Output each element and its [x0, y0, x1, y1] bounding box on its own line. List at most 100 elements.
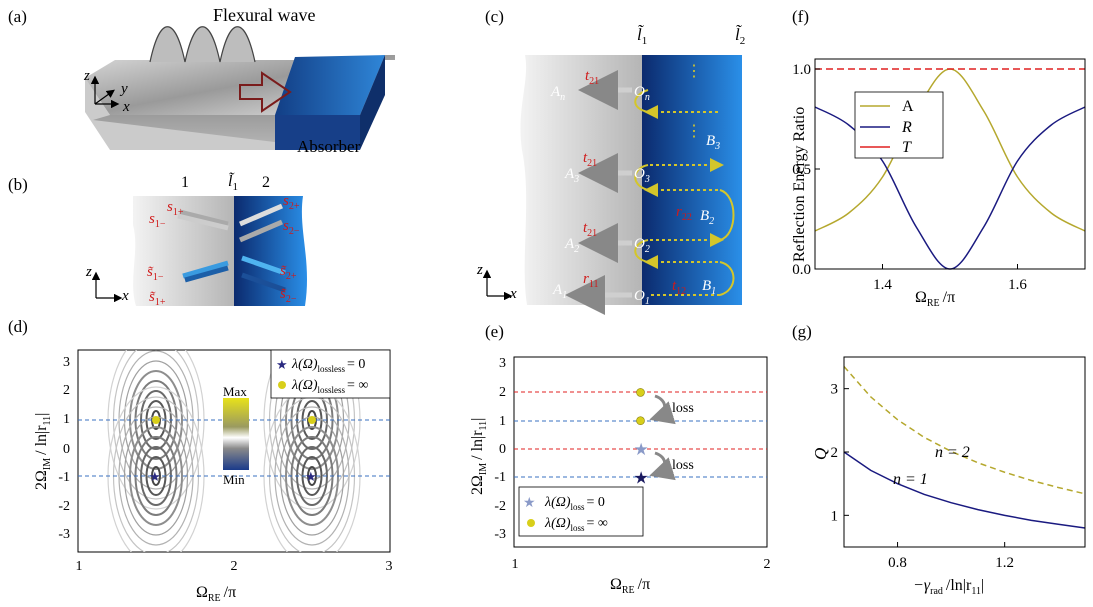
d-legend-2: λ(Ω)lossless = ∞	[291, 378, 368, 395]
d-colorbar-min: Min	[223, 472, 245, 487]
e-legend-box	[518, 486, 644, 537]
panel-d-label: (d)	[8, 317, 28, 336]
arrow-s1m	[177, 213, 229, 231]
f-plot-frame	[814, 58, 1086, 270]
g-xlabel: −γrad/ln|r11|	[913, 577, 984, 597]
loop-2	[634, 239, 649, 263]
c-On: On	[634, 84, 650, 103]
d-legend-box	[270, 349, 391, 399]
plate-front	[85, 78, 275, 150]
b-axis-z-label: z	[85, 264, 92, 280]
d-zero-1: ★	[149, 469, 161, 484]
e-ytick-m2: -2	[494, 499, 506, 514]
panel-b-label: (b)	[8, 175, 28, 194]
d-ytick-2: 2	[63, 383, 70, 398]
d-pole-1	[152, 416, 160, 424]
region1-label: 1	[181, 174, 189, 191]
b-axis-x-label: x	[121, 288, 129, 304]
flexural-wave-label: Flexural wave	[213, 5, 315, 25]
loop-1	[719, 261, 735, 296]
panel-g: (g) 0.8 1.2 3 2 1 n = 2 n = 1 Q −γrad/ln|r11…	[792, 322, 1086, 597]
g-label-n2: n = 2	[935, 444, 970, 461]
axis-z-label: z	[83, 68, 90, 84]
d-xtick-1: 1	[76, 559, 83, 574]
axis-x-label: x	[122, 99, 130, 115]
panel-f: (f) 1.4 1.6 1.0 0.5 0.0 A R T Reflection Ene…	[791, 7, 1086, 309]
e-xlabel: ΩRE/π	[610, 576, 650, 596]
g-xtick-label: 0.8	[888, 555, 907, 571]
d-colorbar	[223, 398, 249, 470]
label-s2m-tilde: s̃2−	[280, 286, 297, 305]
f-xtick-label: 1.6	[1008, 277, 1027, 293]
e-ytick-3: 3	[499, 356, 506, 371]
c-B3: B3	[706, 133, 720, 152]
d-legend-1: λ(Ω)lossless = 0	[291, 357, 365, 374]
absorber-side	[360, 55, 385, 150]
e-xtick-2: 2	[764, 557, 771, 572]
f-xtick-label: 1.4	[873, 277, 892, 293]
propagation-arrow	[239, 71, 292, 113]
d-ytick-m2: -2	[58, 499, 70, 514]
c-r11: r11	[583, 271, 598, 290]
e-legend-ball-icon	[527, 519, 535, 527]
label-s2m: s2−	[283, 218, 300, 237]
e-loss-arrow-2	[649, 451, 676, 481]
loop-3	[719, 189, 735, 241]
c-O1: O1	[634, 288, 650, 307]
c-A3: A3	[564, 166, 579, 185]
c-r22: r22	[676, 204, 692, 223]
g-plot-frame	[843, 356, 1086, 548]
d-ylabel: 2ΩIM/ ln|r11|	[33, 413, 53, 490]
d-xtick-3: 3	[386, 559, 393, 574]
arrow-s1p-tilde	[184, 265, 229, 283]
label-s1m: s1−	[149, 211, 166, 230]
e-xtick-1: 1	[512, 557, 519, 572]
loop-4	[634, 164, 649, 191]
g-ytick-label: 1	[831, 508, 839, 524]
label-s1m-tilde: s̃1−	[147, 264, 164, 283]
g-ytick-label: 3	[831, 382, 839, 398]
e-points: ★★	[634, 388, 649, 487]
absorber-front	[275, 115, 360, 150]
c-O2: O2	[634, 236, 650, 255]
c-B1: B1	[702, 278, 716, 297]
e-legend-2: λ(Ω)loss = ∞	[544, 516, 608, 533]
c-l1-label: l̃1	[637, 25, 647, 47]
e-loss-label-2: loss	[672, 458, 694, 473]
c-A1: A1	[552, 282, 567, 301]
e-pole-point	[636, 388, 645, 397]
c-t21-n: t21	[585, 68, 599, 87]
f-xlabel: ΩRE/π	[915, 289, 955, 309]
f-legend-T: T	[902, 139, 912, 156]
label-s2p: s2+	[283, 193, 300, 212]
f-ytick-label: 1.0	[792, 62, 811, 78]
d-colorbar-max: Max	[223, 384, 247, 399]
d-ytick-1: 1	[63, 412, 70, 427]
c-blue-region	[642, 55, 742, 305]
interface-label: l̃1	[228, 172, 238, 193]
d-zero-2: ★	[305, 469, 317, 484]
d-legend-star-icon: ★	[276, 357, 288, 372]
g-label-n1: n = 1	[893, 471, 928, 488]
d-pole-2	[308, 416, 316, 424]
panel-a: (a) Flexural wave Absorber z y x	[8, 5, 395, 156]
arrow-s1p	[179, 209, 229, 227]
arrow-s2m	[239, 219, 283, 243]
d-contour-ring	[123, 360, 189, 480]
g-xtick-label: 1.2	[995, 555, 1014, 571]
c-A2: A2	[564, 236, 579, 255]
e-ytick-0: 0	[499, 442, 506, 457]
g-ylabel: Q	[811, 448, 830, 460]
axis-y-label: y	[119, 81, 128, 97]
loop-5	[634, 89, 649, 113]
panel-f-label: (f)	[792, 7, 809, 26]
label-s1p: s1+	[167, 199, 184, 218]
e-ytick-1: 1	[499, 414, 506, 429]
dots-top: ⋮	[686, 63, 702, 80]
e-pole-point	[636, 416, 645, 426]
c-axis-x-label: x	[509, 286, 517, 302]
c-axis-z-label: z	[476, 262, 483, 278]
c-B2: B2	[700, 208, 714, 227]
panel-a-label: (a)	[8, 7, 27, 26]
absorber-label: Absorber	[297, 137, 361, 156]
